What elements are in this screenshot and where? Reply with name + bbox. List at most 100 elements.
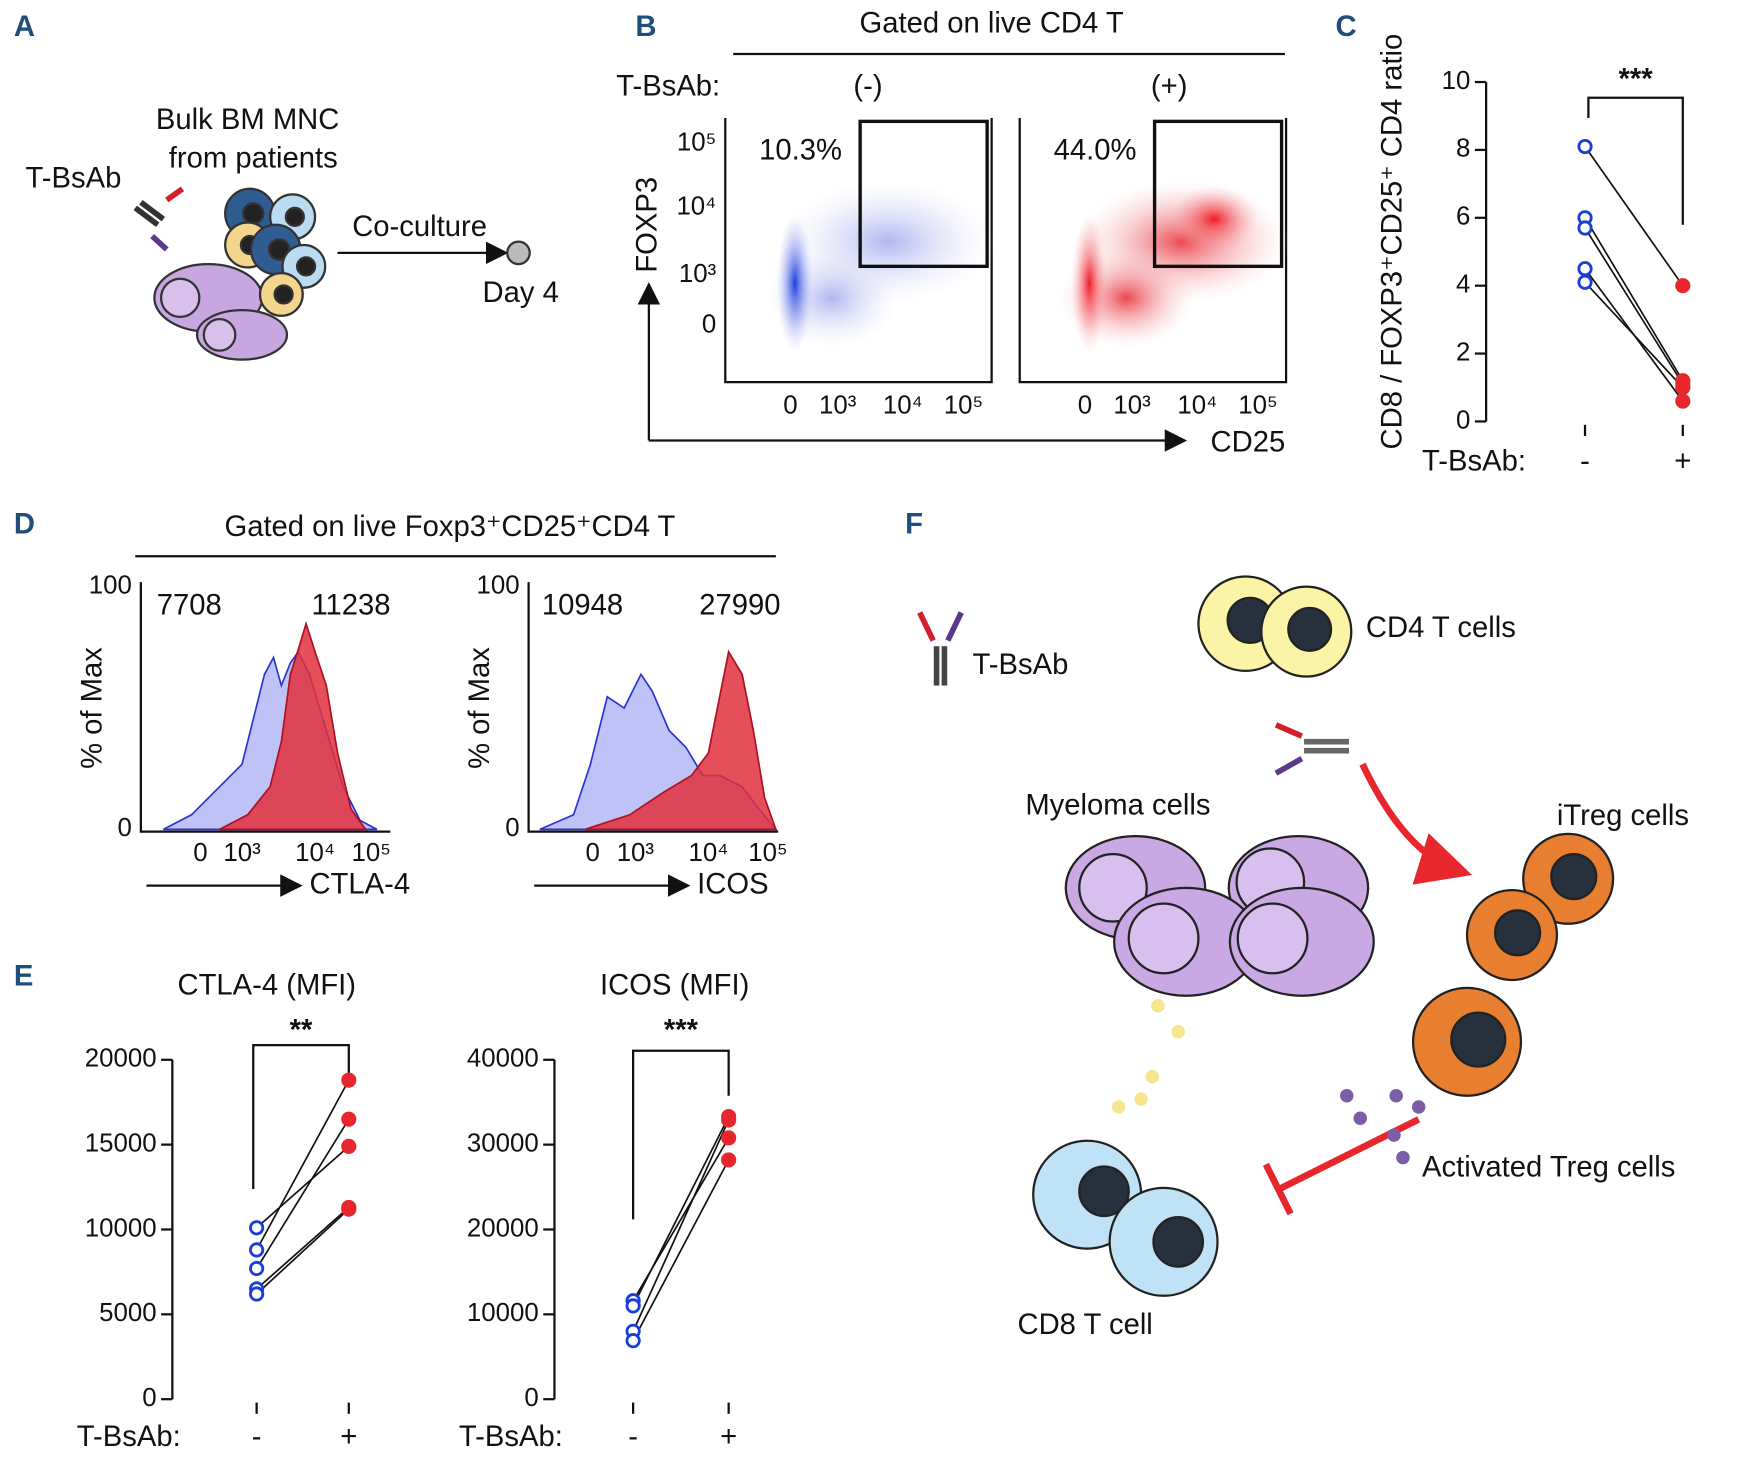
density xyxy=(1071,213,1108,353)
y-tick-label: 8 xyxy=(1456,135,1470,163)
antibody-label: T-BsAb xyxy=(973,649,1069,681)
panel-label: C xyxy=(1336,11,1357,43)
density xyxy=(776,213,813,353)
condition-label: (+) xyxy=(1151,70,1188,102)
source-label: from patients xyxy=(169,142,338,174)
treatment-label: T-BsAb: xyxy=(616,70,720,102)
histogram-plus xyxy=(219,620,368,831)
x-tick-label: 10³ xyxy=(819,392,857,420)
y-tick-label: 10000 xyxy=(467,1299,539,1327)
panel-d: Gated on live Foxp3⁺CD25⁺CD4 T % of Max 1… xyxy=(76,511,787,900)
mfi-label: 11238 xyxy=(311,590,390,622)
dot xyxy=(249,1260,265,1277)
group-label: T-BsAb: xyxy=(1422,446,1526,478)
gate-title: Gated on live Foxp3⁺CD25⁺CD4 T xyxy=(224,511,675,543)
y-tick-label: 20000 xyxy=(85,1045,157,1073)
y-tick-label: 100 xyxy=(89,571,132,599)
dot xyxy=(341,1072,357,1088)
dot xyxy=(249,1242,265,1258)
antibody-label: T-BsAb xyxy=(26,163,122,195)
dot xyxy=(625,1298,641,1314)
x-tick-label: 10⁵ xyxy=(944,392,983,420)
endpoint-label: Day 4 xyxy=(483,277,559,309)
x-tick-label: 10³ xyxy=(223,839,261,867)
dot xyxy=(1675,393,1691,409)
y-tick-label: 2 xyxy=(1456,338,1470,366)
x-tick-label: 10⁴ xyxy=(883,392,923,420)
mfi-label: 10948 xyxy=(542,590,623,622)
cell-label: CD8 T cell xyxy=(1017,1309,1152,1341)
dot xyxy=(341,1111,357,1127)
endpoint-dot xyxy=(506,240,531,266)
x-tick-label: 10⁴ xyxy=(1177,392,1217,420)
dot xyxy=(1577,138,1593,155)
pair-line xyxy=(1584,146,1684,287)
y-tick-label: 10⁵ xyxy=(677,129,716,157)
dot xyxy=(625,1333,641,1349)
cell-label: CD4 T cells xyxy=(1366,612,1516,644)
x-tick-label: 10⁵ xyxy=(352,839,391,867)
cell-label: iTreg cells xyxy=(1557,800,1689,832)
x-tick-label: 10⁴ xyxy=(689,839,729,867)
dot xyxy=(1675,379,1691,396)
dot xyxy=(1675,278,1691,294)
x-tick-label: 10⁵ xyxy=(1238,392,1277,420)
y-axis-label: % of Max xyxy=(76,647,108,769)
dot xyxy=(721,1152,737,1168)
y-tick-label: 15000 xyxy=(85,1129,157,1157)
mfi-label: 27990 xyxy=(699,590,780,622)
gate xyxy=(858,119,989,269)
y-tick-label: 30000 xyxy=(467,1129,539,1157)
dot xyxy=(1577,261,1593,277)
y-tick-label: 5000 xyxy=(99,1299,156,1327)
gate-title: Gated on live CD4 T xyxy=(860,7,1124,39)
pair-line xyxy=(632,1116,730,1307)
y-axis-label: FOXP3 xyxy=(632,177,664,273)
gate xyxy=(1152,119,1284,269)
cell-label: Myeloma cells xyxy=(1025,790,1210,822)
inhibition-bar xyxy=(1262,1162,1294,1216)
cell-cluster xyxy=(153,187,327,361)
y-axis-label: CD8 / FOXP3⁺CD25⁺ CD4 ratio xyxy=(1377,34,1409,450)
y-tick-label: 10⁴ xyxy=(676,193,716,221)
cell-label: Activated Treg cells xyxy=(1422,1152,1675,1184)
x-tick-label: 10³ xyxy=(617,839,655,867)
y-tick-label: 10000 xyxy=(85,1214,157,1242)
x-tick-label: 0 xyxy=(193,839,207,867)
arrow xyxy=(1359,762,1473,885)
panel-f xyxy=(917,575,1615,1297)
pair-line xyxy=(1584,281,1684,389)
significance-bracket xyxy=(1587,96,1684,225)
chart-title: ICOS (MFI) xyxy=(600,969,749,1001)
y-tick-label: 100 xyxy=(477,571,520,599)
y-tick-label: 10 xyxy=(1442,67,1471,95)
dot xyxy=(249,1220,265,1236)
pair-line xyxy=(632,1119,730,1332)
x-axis-label: CD25 xyxy=(1211,427,1286,459)
x-axis-label: ICOS xyxy=(697,868,768,900)
panel-a: Bulk BM MNC from patients T-BsAb Co-cult… xyxy=(26,104,559,361)
y-tick-label: 20000 xyxy=(467,1214,539,1242)
group-label: T-BsAb: xyxy=(77,1421,181,1453)
significance-bracket xyxy=(252,1044,350,1190)
significance: *** xyxy=(664,1014,699,1046)
dot xyxy=(341,1138,357,1154)
y-tick-label: 0 xyxy=(524,1384,538,1412)
x-tick-label: - xyxy=(628,1421,638,1453)
panel-b: Gated on live CD4 T T-BsAb: FOXP3 CD25 (… xyxy=(616,7,1290,459)
histogram-plus xyxy=(584,649,778,831)
y-tick-label: 10³ xyxy=(679,260,717,288)
dot xyxy=(341,1201,357,1217)
y-axis-label: % of Max xyxy=(464,647,496,769)
x-tick-label: 0 xyxy=(783,392,797,420)
dot xyxy=(1577,274,1593,290)
significance-bracket xyxy=(632,1049,730,1220)
mfi-label: 7708 xyxy=(157,590,222,622)
panel-label: A xyxy=(14,11,35,43)
x-tick-label: - xyxy=(1580,446,1590,478)
pair-line xyxy=(1584,217,1684,382)
y-tick-label: 0 xyxy=(702,311,716,339)
x-tick-label: 0 xyxy=(585,839,599,867)
pair-line xyxy=(255,1118,350,1269)
y-tick-label: 40000 xyxy=(467,1045,539,1073)
